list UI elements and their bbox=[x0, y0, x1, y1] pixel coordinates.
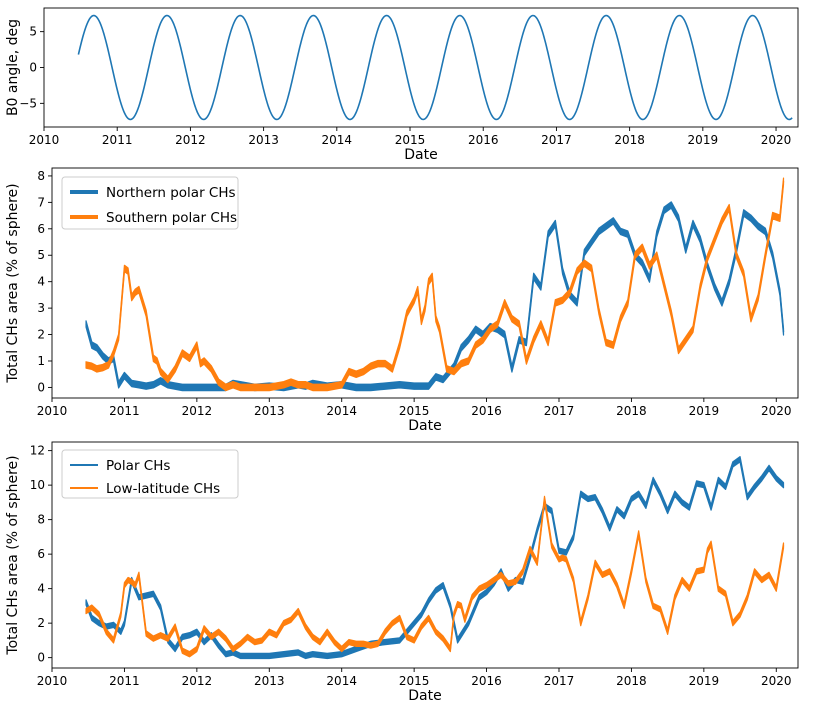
legend: Northern polar CHs Southern polar CHs bbox=[61, 176, 239, 230]
x-tick-label: 2019 bbox=[688, 133, 719, 147]
x-tick-label: 2010 bbox=[37, 674, 68, 688]
polar-chs-series-band bbox=[85, 456, 785, 660]
polar-chs-series-line bbox=[85, 458, 784, 657]
x-tick-label: 2018 bbox=[616, 404, 647, 418]
plot-area bbox=[85, 177, 785, 392]
y-axis-title: Total CHs area (% of sphere) bbox=[5, 455, 21, 655]
y-tick-label: 8 bbox=[37, 169, 45, 183]
x-tick-label: 2011 bbox=[109, 674, 140, 688]
x-tick-label: 2019 bbox=[689, 674, 720, 688]
y-axis-title: B0 angle, deg bbox=[5, 19, 21, 116]
x-tick-label: 2020 bbox=[761, 674, 792, 688]
y-tick-label: 7 bbox=[37, 195, 45, 209]
x-tick-label: 2019 bbox=[689, 404, 720, 418]
y-tick-label: 8 bbox=[37, 513, 45, 527]
y-tick-label: 10 bbox=[30, 478, 45, 492]
x-tick-label: 2011 bbox=[102, 133, 133, 147]
x-tick-label: 2017 bbox=[544, 674, 575, 688]
x-axis-title: Date bbox=[404, 147, 437, 163]
legend: Polar CHs Low-latitude CHs bbox=[61, 449, 239, 499]
y-tick-label: 5 bbox=[29, 25, 37, 39]
y-tick-label: 0 bbox=[37, 380, 45, 394]
x-tick-label: 2016 bbox=[468, 133, 499, 147]
southern-polar-chs-series-line bbox=[85, 181, 785, 389]
y-tick-label: 4 bbox=[37, 582, 45, 596]
legend-box bbox=[61, 176, 239, 230]
x-tick-label: 2014 bbox=[326, 404, 357, 418]
x-tick-label: 2012 bbox=[175, 133, 206, 147]
x-tick-label: 2010 bbox=[29, 133, 60, 147]
x-tick-label: 2016 bbox=[471, 674, 502, 688]
x-tick-label: 2012 bbox=[182, 404, 213, 418]
y-tick-label: 3 bbox=[37, 301, 45, 315]
y-tick-label: 6 bbox=[37, 222, 45, 236]
y-tick-label: 0 bbox=[29, 61, 37, 75]
x-tick-label: 2013 bbox=[254, 674, 285, 688]
y-tick-label: 4 bbox=[37, 275, 45, 289]
x-tick-label: 2015 bbox=[395, 133, 426, 147]
legend-label: Southern polar CHs bbox=[106, 210, 237, 226]
panel-3: 2010 2011 2012 2013 2014 2015 2016 2017 2018 2019… bbox=[5, 441, 799, 704]
plot-area bbox=[77, 14, 793, 121]
legend-label: Northern polar CHs bbox=[106, 185, 236, 201]
x-tick-label: 2013 bbox=[248, 133, 279, 147]
x-tick-label: 2015 bbox=[399, 404, 430, 418]
x-tick-label: 2020 bbox=[761, 133, 792, 147]
axes-frame bbox=[51, 167, 799, 399]
x-tick-label: 2017 bbox=[544, 404, 575, 418]
x-tick-label: 2017 bbox=[541, 133, 572, 147]
y-tick-label: −5 bbox=[19, 96, 37, 110]
panel-1: 2010 2011 2012 2013 2014 2015 2016 2017 2018 2019… bbox=[5, 7, 799, 163]
x-tick-label: 2012 bbox=[182, 674, 213, 688]
y-tick-label: 1 bbox=[37, 354, 45, 368]
x-axis-title: Date bbox=[408, 418, 441, 434]
x-tick-label: 2018 bbox=[616, 674, 647, 688]
legend-box bbox=[61, 449, 239, 499]
y-tick-label: 6 bbox=[37, 547, 45, 561]
x-tick-label: 2016 bbox=[471, 404, 502, 418]
y-tick-label: 12 bbox=[30, 444, 45, 458]
axes-frame bbox=[51, 441, 799, 669]
x-tick-label: 2014 bbox=[326, 674, 357, 688]
x-tick-label: 2013 bbox=[254, 404, 285, 418]
x-tick-label: 2014 bbox=[322, 133, 353, 147]
x-axis-title: Date bbox=[408, 688, 441, 704]
y-tick-label: 2 bbox=[37, 328, 45, 342]
x-tick-label: 2018 bbox=[614, 133, 645, 147]
x-tick-label: 2010 bbox=[37, 404, 68, 418]
y-tick-label: 0 bbox=[37, 651, 45, 665]
y-tick-label: 2 bbox=[37, 616, 45, 630]
b0-angle-series bbox=[77, 14, 793, 121]
y-axis-title: Total CHs area (% of sphere) bbox=[5, 183, 21, 383]
panel-2: 2010 2011 2012 2013 2014 2015 2016 2017 2018 2019… bbox=[5, 167, 799, 434]
plot-area bbox=[85, 456, 785, 660]
x-tick-label: 2020 bbox=[761, 404, 792, 418]
low-latitude-chs-series-line bbox=[85, 498, 785, 655]
legend-label: Polar CHs bbox=[106, 458, 170, 474]
axes-frame bbox=[43, 7, 799, 128]
x-tick-label: 2015 bbox=[399, 674, 430, 688]
x-tick-label: 2011 bbox=[109, 404, 140, 418]
y-tick-label: 5 bbox=[37, 248, 45, 262]
legend-label: Low-latitude CHs bbox=[106, 481, 220, 497]
